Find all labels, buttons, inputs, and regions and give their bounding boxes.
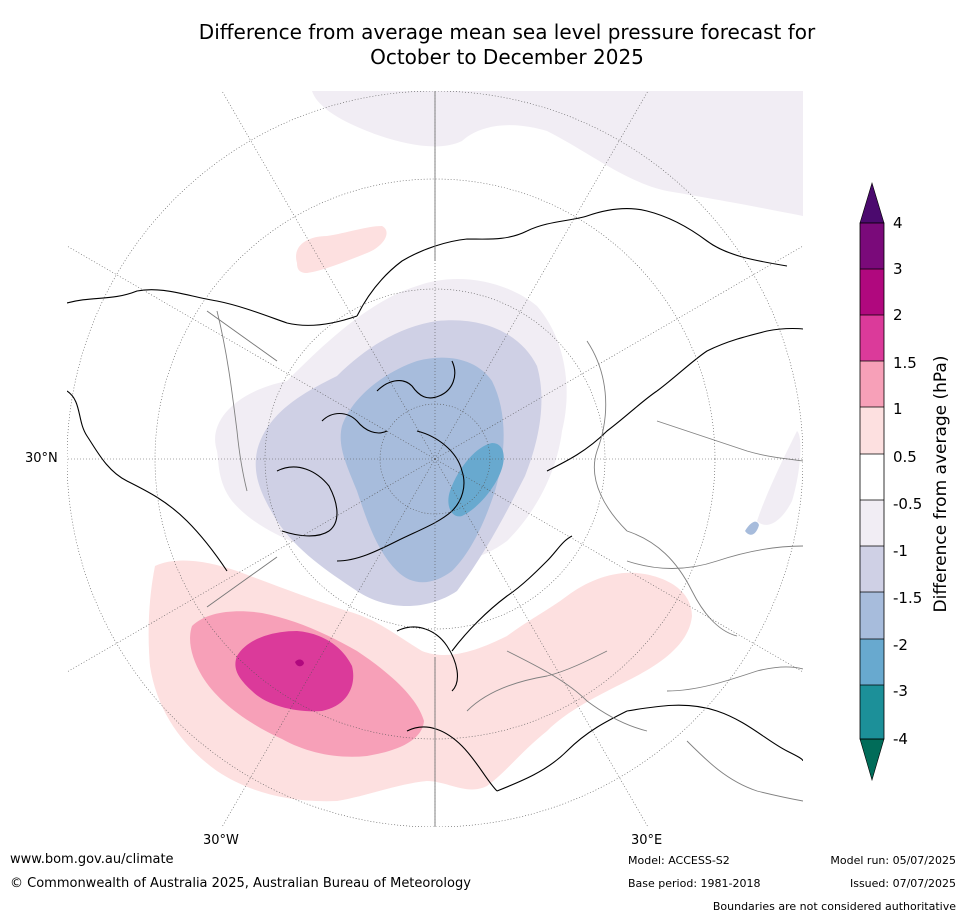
anomaly-minus-1.5-east: [745, 521, 759, 535]
colorbar-band-m2-m1.5: [860, 592, 884, 639]
colorbar-tick-m4: -4: [893, 730, 908, 748]
colorbar: [859, 181, 885, 782]
colorbar-band-m1-m0.5: [860, 500, 884, 546]
colorbar-tick-m0.5: -0.5: [893, 495, 923, 513]
colorbar-frame: [859, 222, 885, 740]
colorbar-tick-1: 1: [893, 400, 903, 418]
colorbar-tick-m2: -2: [893, 636, 908, 654]
map-svg: [67, 91, 803, 827]
footer-issued: Issued: 07/07/2025: [849, 877, 956, 890]
footer-model: Model: ACCESS-S2: [628, 854, 730, 867]
anomaly-minus-1.5: [340, 357, 504, 583]
country-borders: [216, 310, 803, 802]
coastlines: [67, 207, 803, 792]
meridian-solid: [206, 91, 436, 827]
anomaly-plus-1.5: [235, 631, 354, 712]
colorbar-extend-low: [859, 738, 885, 782]
colorbar-tick-1.5: 1.5: [893, 354, 917, 372]
colorbar-band-m3-m2: [860, 639, 884, 685]
colorbar-band-neutral: [860, 454, 884, 500]
colorbar-band-1.5-2: [860, 315, 884, 361]
title-line-2: October to December 2025: [370, 45, 644, 69]
lat-label-30n: 30°N: [25, 451, 58, 466]
anomaly-minus-2: [448, 443, 504, 517]
lon-label-30w: 30°W: [203, 833, 239, 848]
colorbar-band-2-3: [860, 269, 884, 315]
colorbar-dividers: [860, 268, 884, 686]
anomaly-plus-0.5-alaska: [296, 226, 387, 273]
footer-model-run: Model run: 05/07/2025: [830, 854, 956, 867]
colorbar-tick-3: 3: [893, 260, 903, 278]
colorbar-tick-m3: -3: [893, 682, 908, 700]
colorbar-band-1-1.5: [860, 361, 884, 407]
footer-copyright: © Commonwealth of Australia 2025, Austra…: [10, 876, 471, 891]
colorbar-tick-2: 2: [893, 306, 903, 324]
title-line-1: Difference from average mean sea level p…: [198, 20, 816, 44]
colorbar-tick-4: 4: [893, 214, 903, 232]
colorbar-band-m1.5-m1: [860, 546, 884, 592]
colorbar-extend-high: [859, 181, 885, 224]
colorbar-tick-m1.5: -1.5: [893, 589, 923, 607]
colorbar-title-text: Difference from average (hPa): [931, 355, 951, 613]
lon-label-30e: 30°E: [631, 833, 663, 848]
footer-base-period: Base period: 1981-2018: [628, 877, 761, 890]
colorbar-band-m4-m3: [860, 685, 884, 739]
polar-map: [67, 91, 803, 827]
map-title: Difference from average mean sea level p…: [0, 20, 965, 70]
colorbar-tick-m1: -1: [893, 542, 908, 560]
colorbar-band-0.5-1: [860, 407, 884, 454]
colorbar-tick-0.5: 0.5: [893, 448, 917, 466]
footer-disclaimer: Boundaries are not considered authoritat…: [712, 900, 956, 913]
anomaly-plus-2: [295, 659, 304, 667]
footer-website: www.bom.gov.au/climate: [10, 852, 174, 867]
anomaly-minus-0.5-east: [757, 431, 801, 525]
colorbar-band-3-4: [860, 223, 884, 269]
